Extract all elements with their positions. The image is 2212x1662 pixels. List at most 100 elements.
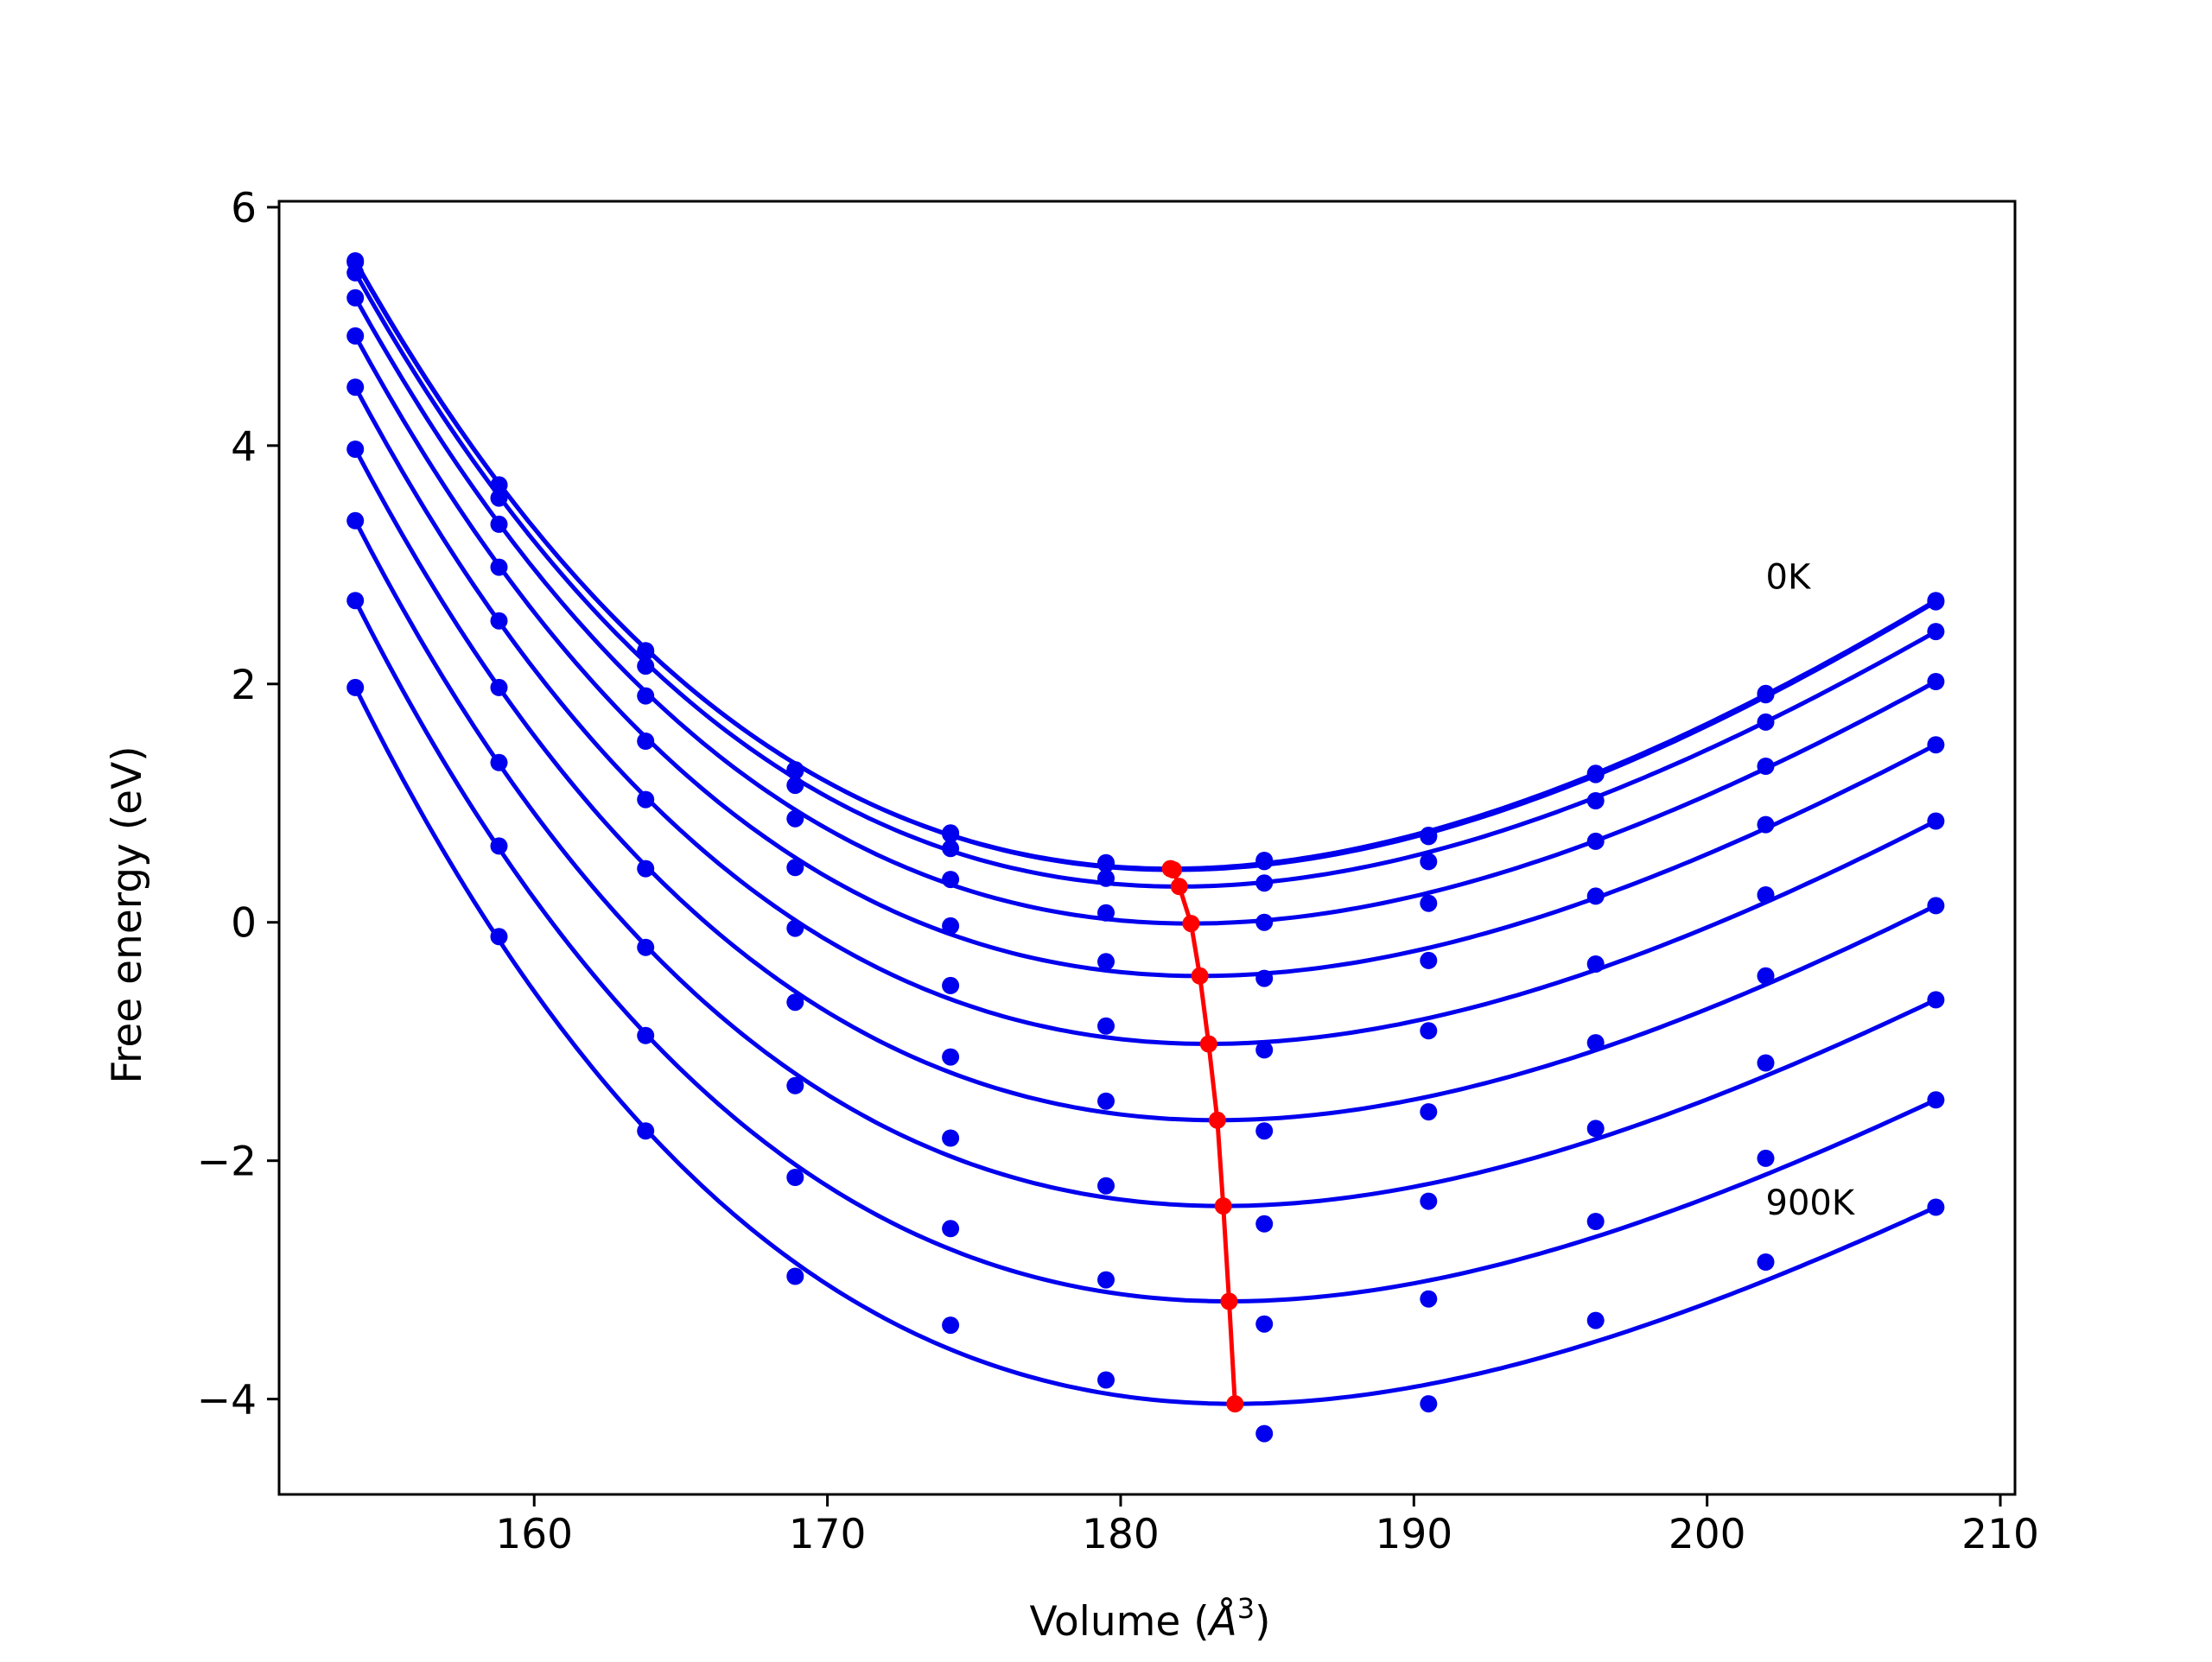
data-point <box>490 678 508 696</box>
y-tick-label: −2 <box>197 1139 257 1186</box>
data-point <box>1420 1022 1438 1040</box>
data-point <box>1097 1177 1115 1195</box>
data-point <box>1927 897 1945 915</box>
data-point <box>1927 991 1945 1009</box>
fit-curve <box>353 261 1937 872</box>
data-point <box>942 917 960 935</box>
data-point <box>942 1220 960 1238</box>
fit-curve <box>353 519 1937 1208</box>
data-point <box>490 753 508 771</box>
y-axis-label: Free energy (eV) <box>104 745 151 1083</box>
data-point <box>1757 1149 1775 1167</box>
data-point <box>1927 1091 1945 1109</box>
data-point <box>1586 1034 1605 1052</box>
fit-curve <box>353 599 1937 1304</box>
data-point <box>1420 1395 1438 1413</box>
data-point <box>1097 904 1115 922</box>
y-tick-label: 4 <box>231 423 257 471</box>
x-tick-label: 190 <box>1375 1511 1452 1558</box>
fit-curve <box>353 447 1937 1123</box>
minimum-point <box>1170 878 1188 896</box>
fit-curve <box>353 386 1937 1047</box>
data-point <box>1420 828 1438 846</box>
curve-annotation: 0K <box>1766 557 1812 597</box>
data-point <box>1927 593 1945 611</box>
minimum-point <box>1165 861 1182 879</box>
data-point <box>346 511 365 530</box>
data-point <box>1255 874 1274 892</box>
data-point <box>1586 955 1605 973</box>
data-point <box>346 678 365 696</box>
data-point <box>786 1169 804 1186</box>
data-point <box>1420 1192 1438 1210</box>
minima-line <box>1169 866 1237 1405</box>
data-point <box>1097 855 1115 873</box>
data-point <box>1927 1198 1945 1216</box>
data-point <box>1927 736 1945 754</box>
data-point <box>1097 1371 1115 1389</box>
data-point <box>786 993 804 1012</box>
minimum-point <box>1214 1197 1232 1215</box>
minimum-point <box>1208 1111 1226 1129</box>
data-point <box>490 558 508 576</box>
data-point <box>1420 894 1438 912</box>
data-point <box>1097 1271 1115 1289</box>
data-point <box>637 1122 655 1140</box>
data-point <box>1420 951 1438 969</box>
y-tick-label: 2 <box>231 662 257 709</box>
minimum-point <box>1226 1395 1244 1413</box>
data-point <box>346 289 365 307</box>
data-point <box>490 612 508 630</box>
data-point <box>1586 832 1605 850</box>
fit-curve <box>353 686 1937 1406</box>
data-point <box>1255 1215 1274 1233</box>
data-point <box>346 441 365 458</box>
data-point <box>786 809 804 828</box>
data-point <box>1586 1311 1605 1329</box>
fit-curve <box>353 259 1937 872</box>
data-point <box>786 1267 804 1285</box>
data-point <box>346 378 365 396</box>
data-point <box>637 1026 655 1044</box>
x-tick-label: 170 <box>789 1511 867 1558</box>
data-point <box>1586 765 1605 783</box>
data-point <box>1586 792 1605 809</box>
data-point <box>637 938 655 956</box>
x-axis-label-text: Volume ( <box>1030 1598 1210 1646</box>
data-point <box>1420 1103 1438 1121</box>
minimum-point <box>1199 1035 1217 1053</box>
data-point <box>942 840 960 858</box>
data-point <box>490 837 508 855</box>
data-point <box>942 871 960 889</box>
plot-frame <box>277 200 2017 1496</box>
fit-curve <box>353 296 1937 926</box>
fit-curve <box>353 334 1937 979</box>
data-point <box>1097 953 1115 971</box>
data-point <box>637 790 655 809</box>
data-point <box>346 327 365 345</box>
data-point <box>1420 1290 1438 1308</box>
data-point <box>1255 1122 1274 1140</box>
data-point <box>1757 886 1775 904</box>
minimum-point <box>1191 967 1209 985</box>
x-axis-label-superscript: 3 <box>1237 1592 1255 1625</box>
data-point <box>1757 1253 1775 1271</box>
axes-group: 160 170 180 190 200 210 6 4 2 0 −2 −4 <box>197 185 2039 1558</box>
data-point <box>346 592 365 610</box>
curve-annotation: 900K <box>1766 1183 1856 1223</box>
data-point <box>786 777 804 795</box>
data-point <box>637 733 655 750</box>
data-point <box>1757 815 1775 834</box>
fit-curve <box>353 271 1937 889</box>
data-point <box>1097 1017 1115 1035</box>
data-point <box>1757 967 1775 985</box>
data-point <box>637 860 655 878</box>
data-point <box>1586 1120 1605 1138</box>
x-tick-label: 160 <box>495 1511 573 1558</box>
data-point <box>1757 713 1775 731</box>
data-point <box>1255 1041 1274 1059</box>
minimum-point <box>1182 915 1200 933</box>
y-tick-label: −4 <box>197 1377 257 1424</box>
data-point <box>1757 686 1775 704</box>
